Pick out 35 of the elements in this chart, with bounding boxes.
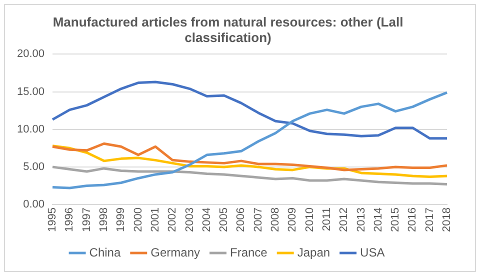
x-tick-label: 2014 xyxy=(372,208,384,232)
legend-label: Germany xyxy=(150,245,200,260)
x-tick-label: 1996 xyxy=(64,208,76,232)
x-tick-label: 2011 xyxy=(320,208,333,232)
x-tick-label: 2004 xyxy=(200,208,213,232)
legend-label: China xyxy=(89,245,121,260)
x-tick-label: 2016 xyxy=(406,208,419,232)
x-tick-label: 2005 xyxy=(218,208,230,232)
legend-label: France xyxy=(230,245,268,260)
x-tick-label: 2012 xyxy=(338,208,350,232)
y-tick-label: 15.00 xyxy=(16,86,45,98)
y-tick-label: 0.00 xyxy=(23,198,45,211)
x-tick-label: 2002 xyxy=(166,208,179,232)
x-tick-label: 1995 xyxy=(46,208,59,232)
x-tick-label: 2001 xyxy=(149,208,162,232)
x-tick-label: 2006 xyxy=(235,208,248,232)
x-tick-label: 2013 xyxy=(355,208,368,232)
legend-label: Japan xyxy=(297,245,330,260)
x-tick-label: 2018 xyxy=(441,208,454,232)
x-tick-label: 1997 xyxy=(80,208,93,232)
chart-title: Manufactured articles from natural resources: other (Lall classification) xyxy=(52,14,404,45)
x-tick-label: 2009 xyxy=(286,208,299,232)
legend-label: USA xyxy=(360,245,385,260)
y-tick-label: 10.00 xyxy=(16,123,45,136)
x-tick-label: 1999 xyxy=(115,208,128,232)
x-tick-label: 2010 xyxy=(304,208,316,232)
y-tick-label: 5.00 xyxy=(23,160,45,173)
x-tick-label: 2000 xyxy=(132,208,144,232)
x-tick-label: 2008 xyxy=(270,208,282,232)
x-tick-label: 2007 xyxy=(252,208,264,232)
x-tick-label: 2015 xyxy=(390,208,402,232)
x-tick-label: 1998 xyxy=(98,208,110,232)
y-tick-label: 20.00 xyxy=(16,48,45,60)
x-tick-label: 2003 xyxy=(184,208,196,232)
x-tick-label: 2017 xyxy=(424,208,436,232)
